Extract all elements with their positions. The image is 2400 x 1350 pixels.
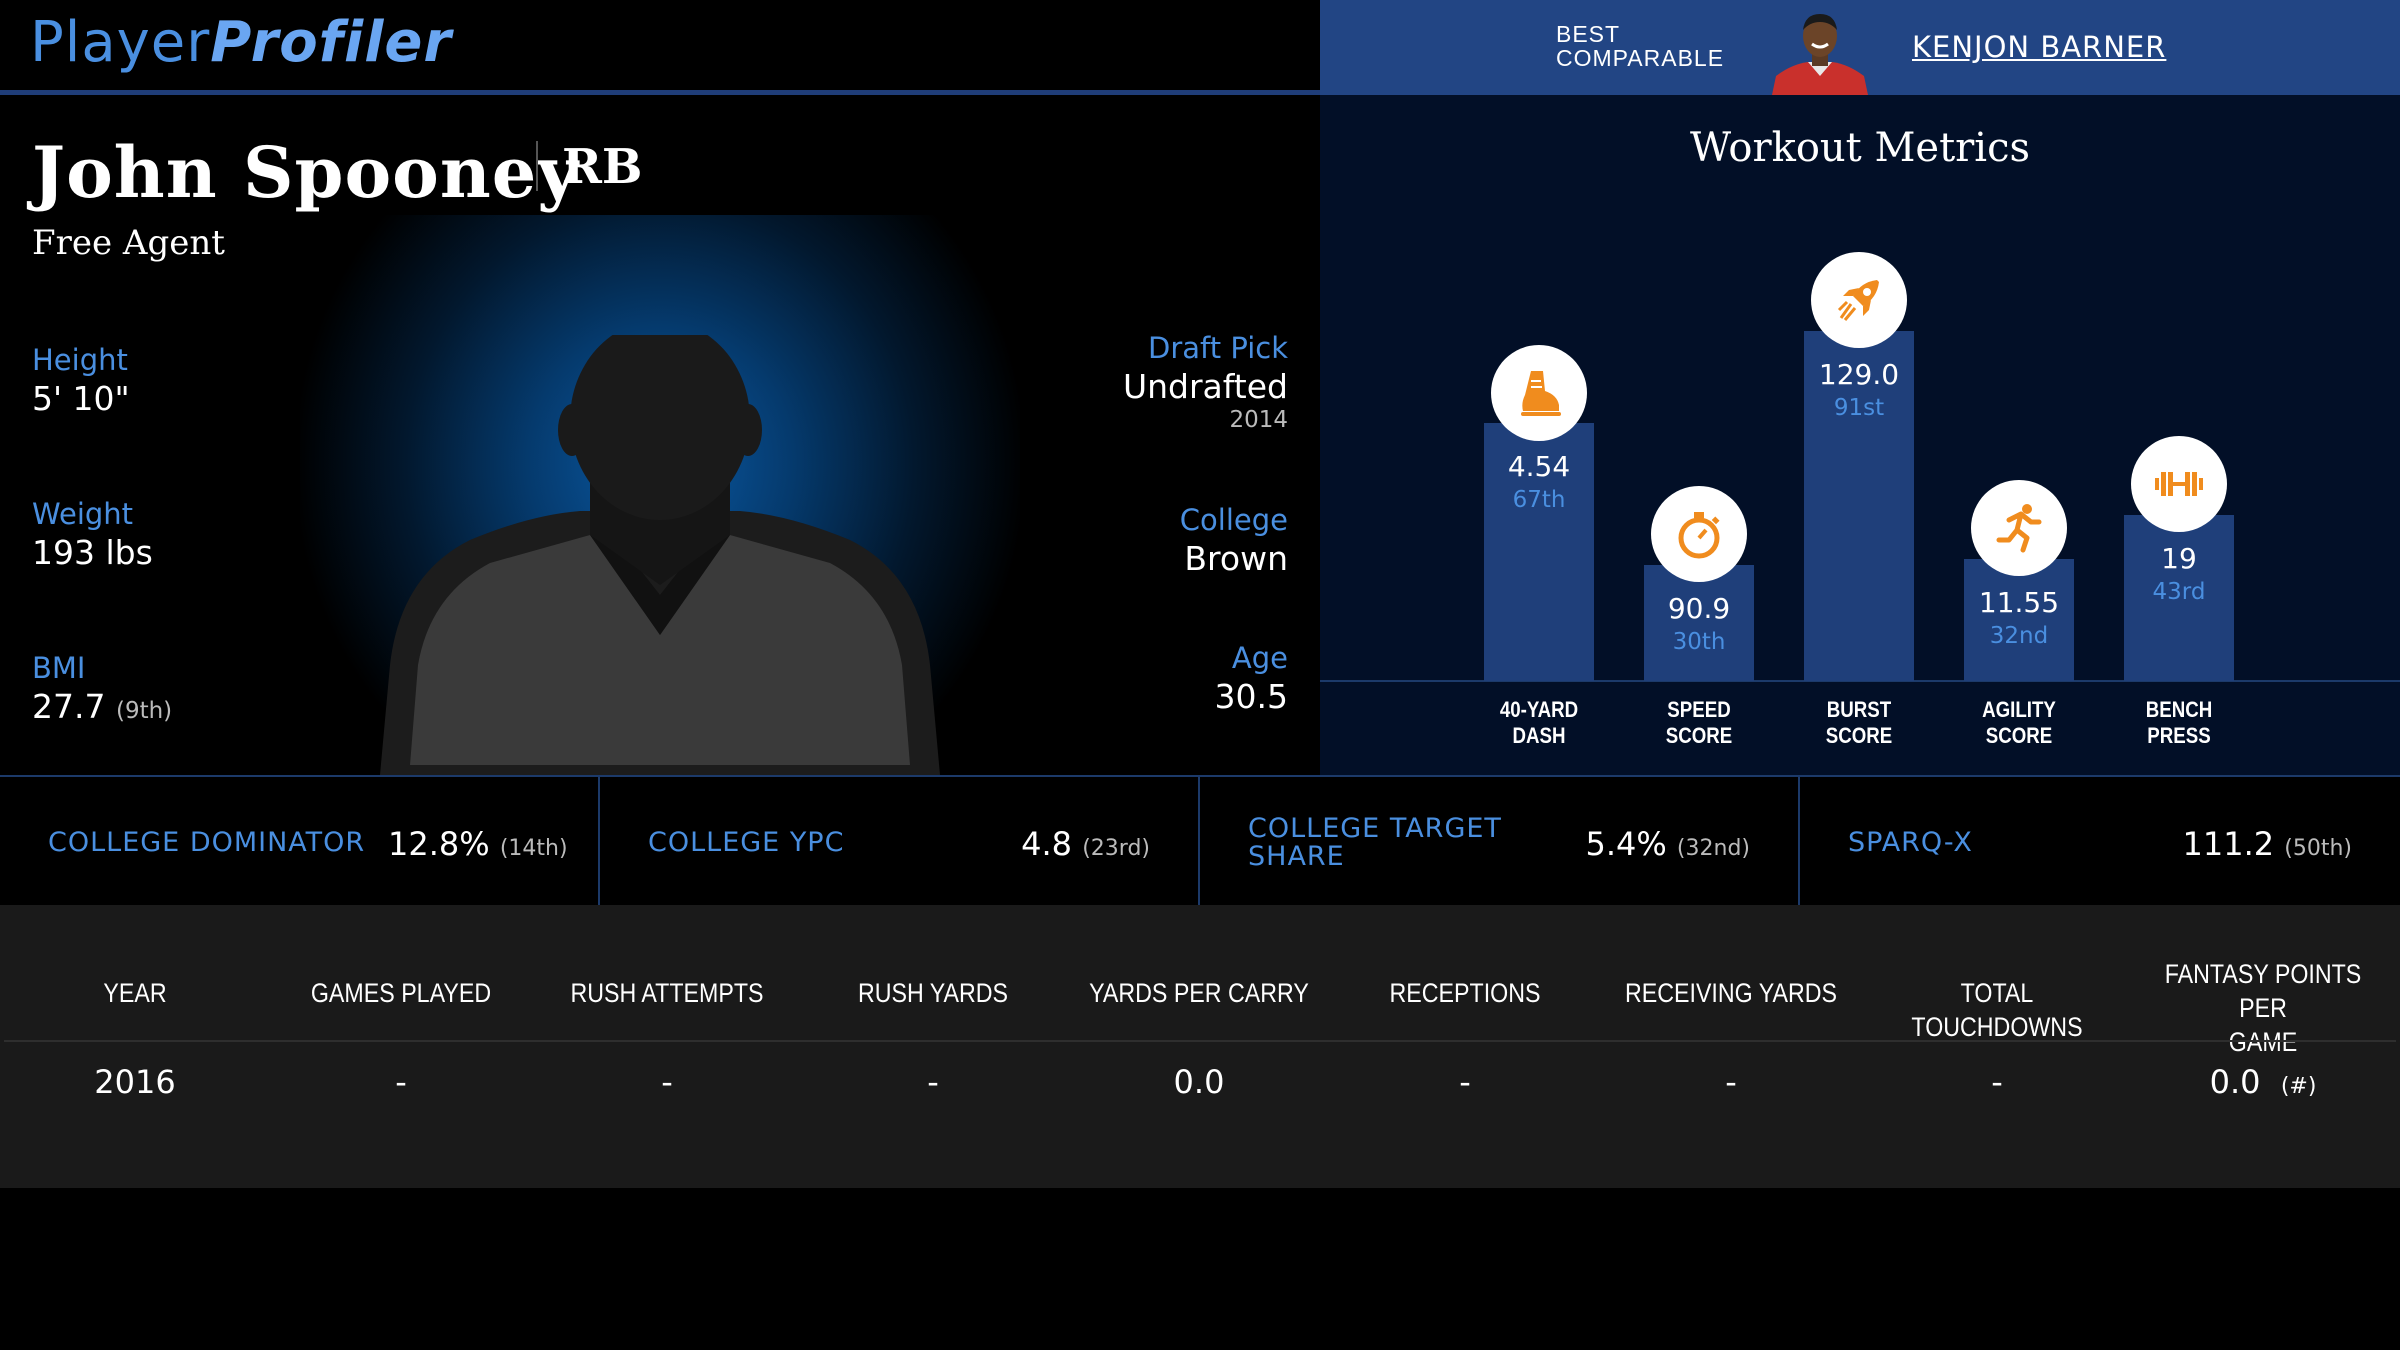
stat-value: 111.2 (50th) — [2182, 825, 2352, 863]
metric-label-40-yard-dash: 40-YARD DASH — [1499, 697, 1579, 748]
stopwatch-icon — [1651, 486, 1747, 582]
stat-value: 12.8% (14th) — [388, 825, 568, 863]
header-bar: PlayerProfiler — [0, 0, 1320, 90]
cell-rush-attempts: - — [661, 1063, 673, 1101]
metric-label-burst-score: BURST SCORE — [1825, 697, 1893, 748]
rocket-icon — [1811, 252, 1907, 348]
draft-year: 2014 — [1229, 407, 1288, 433]
cell-receptions: - — [1459, 1063, 1471, 1101]
metrics-baseline — [1320, 680, 2400, 682]
metric-value-40-yard-dash: 4.54 — [1507, 450, 1571, 483]
stat-college-ypc: COLLEGE YPC 4.8 (23rd) — [600, 777, 1200, 907]
workout-metrics-title: Workout Metrics — [1689, 125, 2031, 171]
stat-rank: (32nd) — [1676, 836, 1750, 861]
logo[interactable]: PlayerProfiler — [30, 10, 452, 75]
metric-percentile-agility-score: 32nd — [1989, 623, 2049, 649]
cell-total-touchdowns: - — [1991, 1063, 2003, 1101]
player-panel: John Spooney RB Free Agent Height 5' 10"… — [0, 95, 1320, 775]
bmi-rank: (9th) — [115, 698, 173, 724]
height-label: Height — [32, 343, 128, 377]
runner-icon — [1971, 480, 2067, 576]
cell-fantasy-points-per-game: 0.0 (#) — [2209, 1063, 2317, 1101]
table-divider — [4, 1040, 2396, 1042]
stat-label: SPARQ-X — [1848, 827, 1973, 858]
cell-year: 2016 — [94, 1063, 176, 1101]
header-divider — [0, 90, 1320, 95]
table-header-games-played[interactable]: GAMES PLAYED — [310, 978, 492, 1008]
table-header-yards-per-carry[interactable]: YARDS PER CARRY — [1089, 978, 1309, 1008]
bmi-value: 27.7 (9th) — [32, 687, 173, 726]
stat-rank: (23rd) — [1082, 836, 1150, 861]
table-header-total-touchdowns[interactable]: TOTAL TOUCHDOWNS — [1911, 978, 2083, 1042]
weight-label: Weight — [32, 497, 134, 531]
best-comparable-label: BEST COMPARABLE — [1556, 21, 1725, 71]
table-header-rush-yards[interactable]: RUSH YARDS — [857, 978, 1009, 1008]
stat-label: COLLEGE YPC — [648, 827, 845, 858]
metric-percentile-burst-score: 91st — [1833, 395, 1885, 421]
metric-value-burst-score: 129.0 — [1818, 358, 1900, 391]
comparable-player-link[interactable]: KENJON BARNER — [1912, 30, 2167, 64]
cell-rush-yards: - — [927, 1063, 939, 1101]
player-name: John Spooney — [32, 131, 579, 214]
metric-bar-40-yard-dash — [1484, 423, 1594, 681]
stat-sparq-x: SPARQ-X 111.2 (50th) — [1800, 777, 2400, 907]
metric-label-bench-press: BENCH PRESS — [2145, 697, 2213, 748]
player-team: Free Agent — [32, 223, 225, 263]
metric-label-speed-score: SPEED SCORE — [1665, 697, 1733, 748]
stat-label: COLLEGE DOMINATOR — [48, 827, 366, 858]
stat-rank: (50th) — [2284, 836, 2352, 861]
stat-rank: (14th) — [499, 836, 568, 861]
college-value: Brown — [1184, 539, 1288, 578]
college-stats-strip: COLLEGE DOMINATOR 12.8% (14th) COLLEGE Y… — [0, 775, 2400, 907]
table-header-receptions[interactable]: RECEPTIONS — [1389, 978, 1541, 1008]
stat-value: 4.8 (23rd) — [1021, 825, 1150, 863]
cell-receiving-yards: - — [1725, 1063, 1737, 1101]
comparable-player-photo — [1772, 6, 1868, 95]
stat-label: COLLEGE TARGET SHARE — [1248, 813, 1502, 872]
metric-value-bench-press: 19 — [2161, 542, 2197, 575]
table-header-year[interactable]: YEAR — [103, 978, 167, 1008]
season-stats-table: YEAR GAMES PLAYED RUSH ATTEMPTS RUSH YAR… — [0, 905, 2400, 1188]
metric-percentile-40-yard-dash: 67th — [1512, 487, 1566, 513]
table-header-rush-attempts[interactable]: RUSH ATTEMPTS — [570, 978, 764, 1008]
college-label: College — [1179, 503, 1288, 537]
draft-pick-label: Draft Pick — [1148, 331, 1288, 365]
metric-value-agility-score: 11.55 — [1978, 586, 2060, 619]
shoe-icon — [1491, 345, 1587, 441]
player-position: RB — [562, 139, 643, 195]
draft-pick-value: Undrafted — [1122, 367, 1288, 406]
metric-label-agility-score: AGILITY SCORE — [1982, 697, 2056, 748]
bmi-label: BMI — [32, 651, 86, 685]
table-header-receiving-yards[interactable]: RECEIVING YARDS — [1624, 978, 1838, 1008]
cell-games-played: - — [395, 1063, 407, 1101]
metric-value-speed-score: 90.9 — [1667, 592, 1731, 625]
stat-college-dominator: COLLEGE DOMINATOR 12.8% (14th) — [0, 777, 600, 907]
metric-bar-bench-press — [2124, 515, 2234, 681]
metric-bar-speed-score — [1644, 565, 1754, 681]
height-value: 5' 10" — [32, 379, 130, 418]
metric-percentile-bench-press: 43rd — [2152, 579, 2206, 605]
weight-value: 193 lbs — [32, 533, 153, 572]
stat-college-target-share: COLLEGE TARGET SHARE 5.4% (32nd) — [1200, 777, 1800, 907]
age-label: Age — [1231, 641, 1288, 675]
fantasy-rank: (#) — [2280, 1074, 2317, 1099]
player-silhouette-image — [360, 320, 960, 775]
table-header-fantasy-points-per-game[interactable]: FANTASY POINTS PER GAME — [2164, 959, 2362, 1057]
workout-metrics-panel: Workout Metrics 4.54 67th 40-YARD DASH 9… — [1320, 95, 2400, 775]
position-divider — [536, 141, 538, 191]
logo-word-profiler: Profiler — [210, 10, 453, 75]
stat-value: 5.4% (32nd) — [1585, 825, 1750, 863]
metric-bar-burst-score — [1804, 331, 1914, 681]
age-value: 30.5 — [1214, 677, 1288, 716]
metric-bar-agility-score — [1964, 559, 2074, 681]
logo-word-player: Player — [30, 10, 211, 75]
dumbbell-icon — [2131, 436, 2227, 532]
metric-percentile-speed-score: 30th — [1672, 629, 1726, 655]
cell-yards-per-carry: 0.0 — [1173, 1063, 1225, 1101]
